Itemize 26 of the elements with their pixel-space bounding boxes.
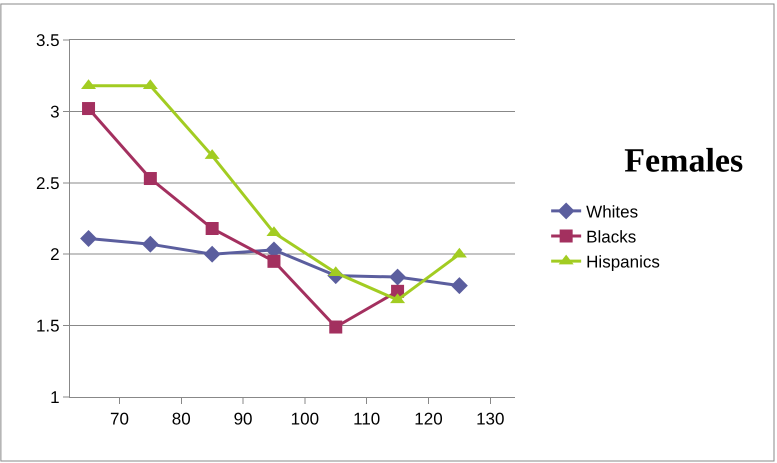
x-tick-label: 100 <box>290 409 320 428</box>
x-tick-label: 130 <box>476 409 504 428</box>
y-tick-label: 3.5 <box>36 30 60 50</box>
point <box>389 268 406 286</box>
point <box>450 277 468 294</box>
x-tick-label: 90 <box>234 409 253 428</box>
x-tick-label: 70 <box>110 409 129 428</box>
y-tick-label: 1.5 <box>36 316 60 336</box>
x-tick-label: 110 <box>353 409 380 428</box>
point <box>204 246 221 263</box>
point <box>80 230 97 247</box>
point <box>144 172 157 186</box>
x-tick-label: 80 <box>172 409 191 428</box>
y-tick-label: 3 <box>50 102 60 122</box>
legend-label: Blacks <box>586 228 636 247</box>
y-tick-label: 2.5 <box>36 174 60 193</box>
legend-label: Whites <box>586 202 638 222</box>
point <box>142 236 159 253</box>
text: Females <box>624 142 744 180</box>
x-tick-label: 120 <box>414 409 443 428</box>
legend-label: Hispanics <box>586 252 660 272</box>
y-tick-label: 1 <box>50 388 60 407</box>
y-tick-label: 2 <box>50 245 60 264</box>
point <box>329 320 342 334</box>
point <box>206 222 219 235</box>
point <box>267 254 280 268</box>
